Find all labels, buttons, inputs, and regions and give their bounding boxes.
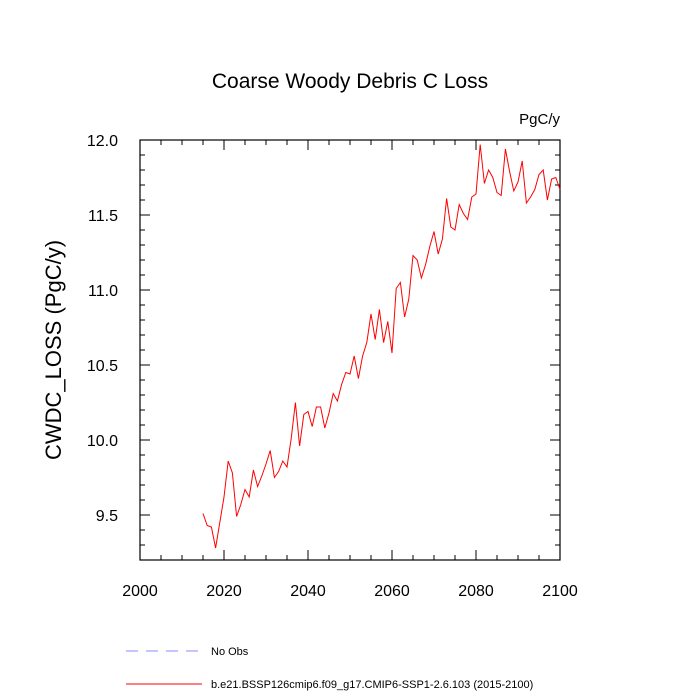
plot-frame	[139, 139, 561, 561]
series-layer	[202, 144, 561, 549]
y-tick-label: 10.0	[87, 433, 118, 450]
x-tick-label: 2020	[206, 583, 242, 600]
y-tick-label: 10.5	[87, 358, 118, 375]
legend-label: b.e21.BSSP126cmip6.f09_g17.CMIP6-SSP1-2.…	[211, 679, 533, 691]
units-label: PgC/y	[519, 111, 560, 128]
x-tick-label: 2000	[122, 583, 158, 600]
x-tick-label: 2040	[290, 583, 326, 600]
axis-tick-labels: 2000 2020 2040 2060 2080 2100 9.5 10.0 10.5 11.0 1…	[87, 133, 578, 600]
legend: No Obs b.e21.BSSP126cmip6.f09_g17.CMIP6-S…	[126, 646, 533, 691]
chart-title: Coarse Woody Debris C Loss	[212, 70, 488, 93]
series-line	[202, 144, 561, 549]
x-tick-label: 2100	[542, 583, 578, 600]
y-axis-label: CWDC_LOSS (PgC/y)	[41, 240, 66, 460]
y-tick-label: 11.0	[88, 283, 118, 300]
x-tick-label: 2080	[458, 583, 494, 600]
y-tick-label: 11.5	[88, 208, 118, 225]
axis-ticks	[139, 139, 561, 561]
legend-label: No Obs	[211, 646, 249, 658]
y-tick-label: 12.0	[87, 133, 118, 150]
y-tick-label: 9.5	[96, 508, 118, 525]
x-tick-label: 2060	[374, 583, 410, 600]
